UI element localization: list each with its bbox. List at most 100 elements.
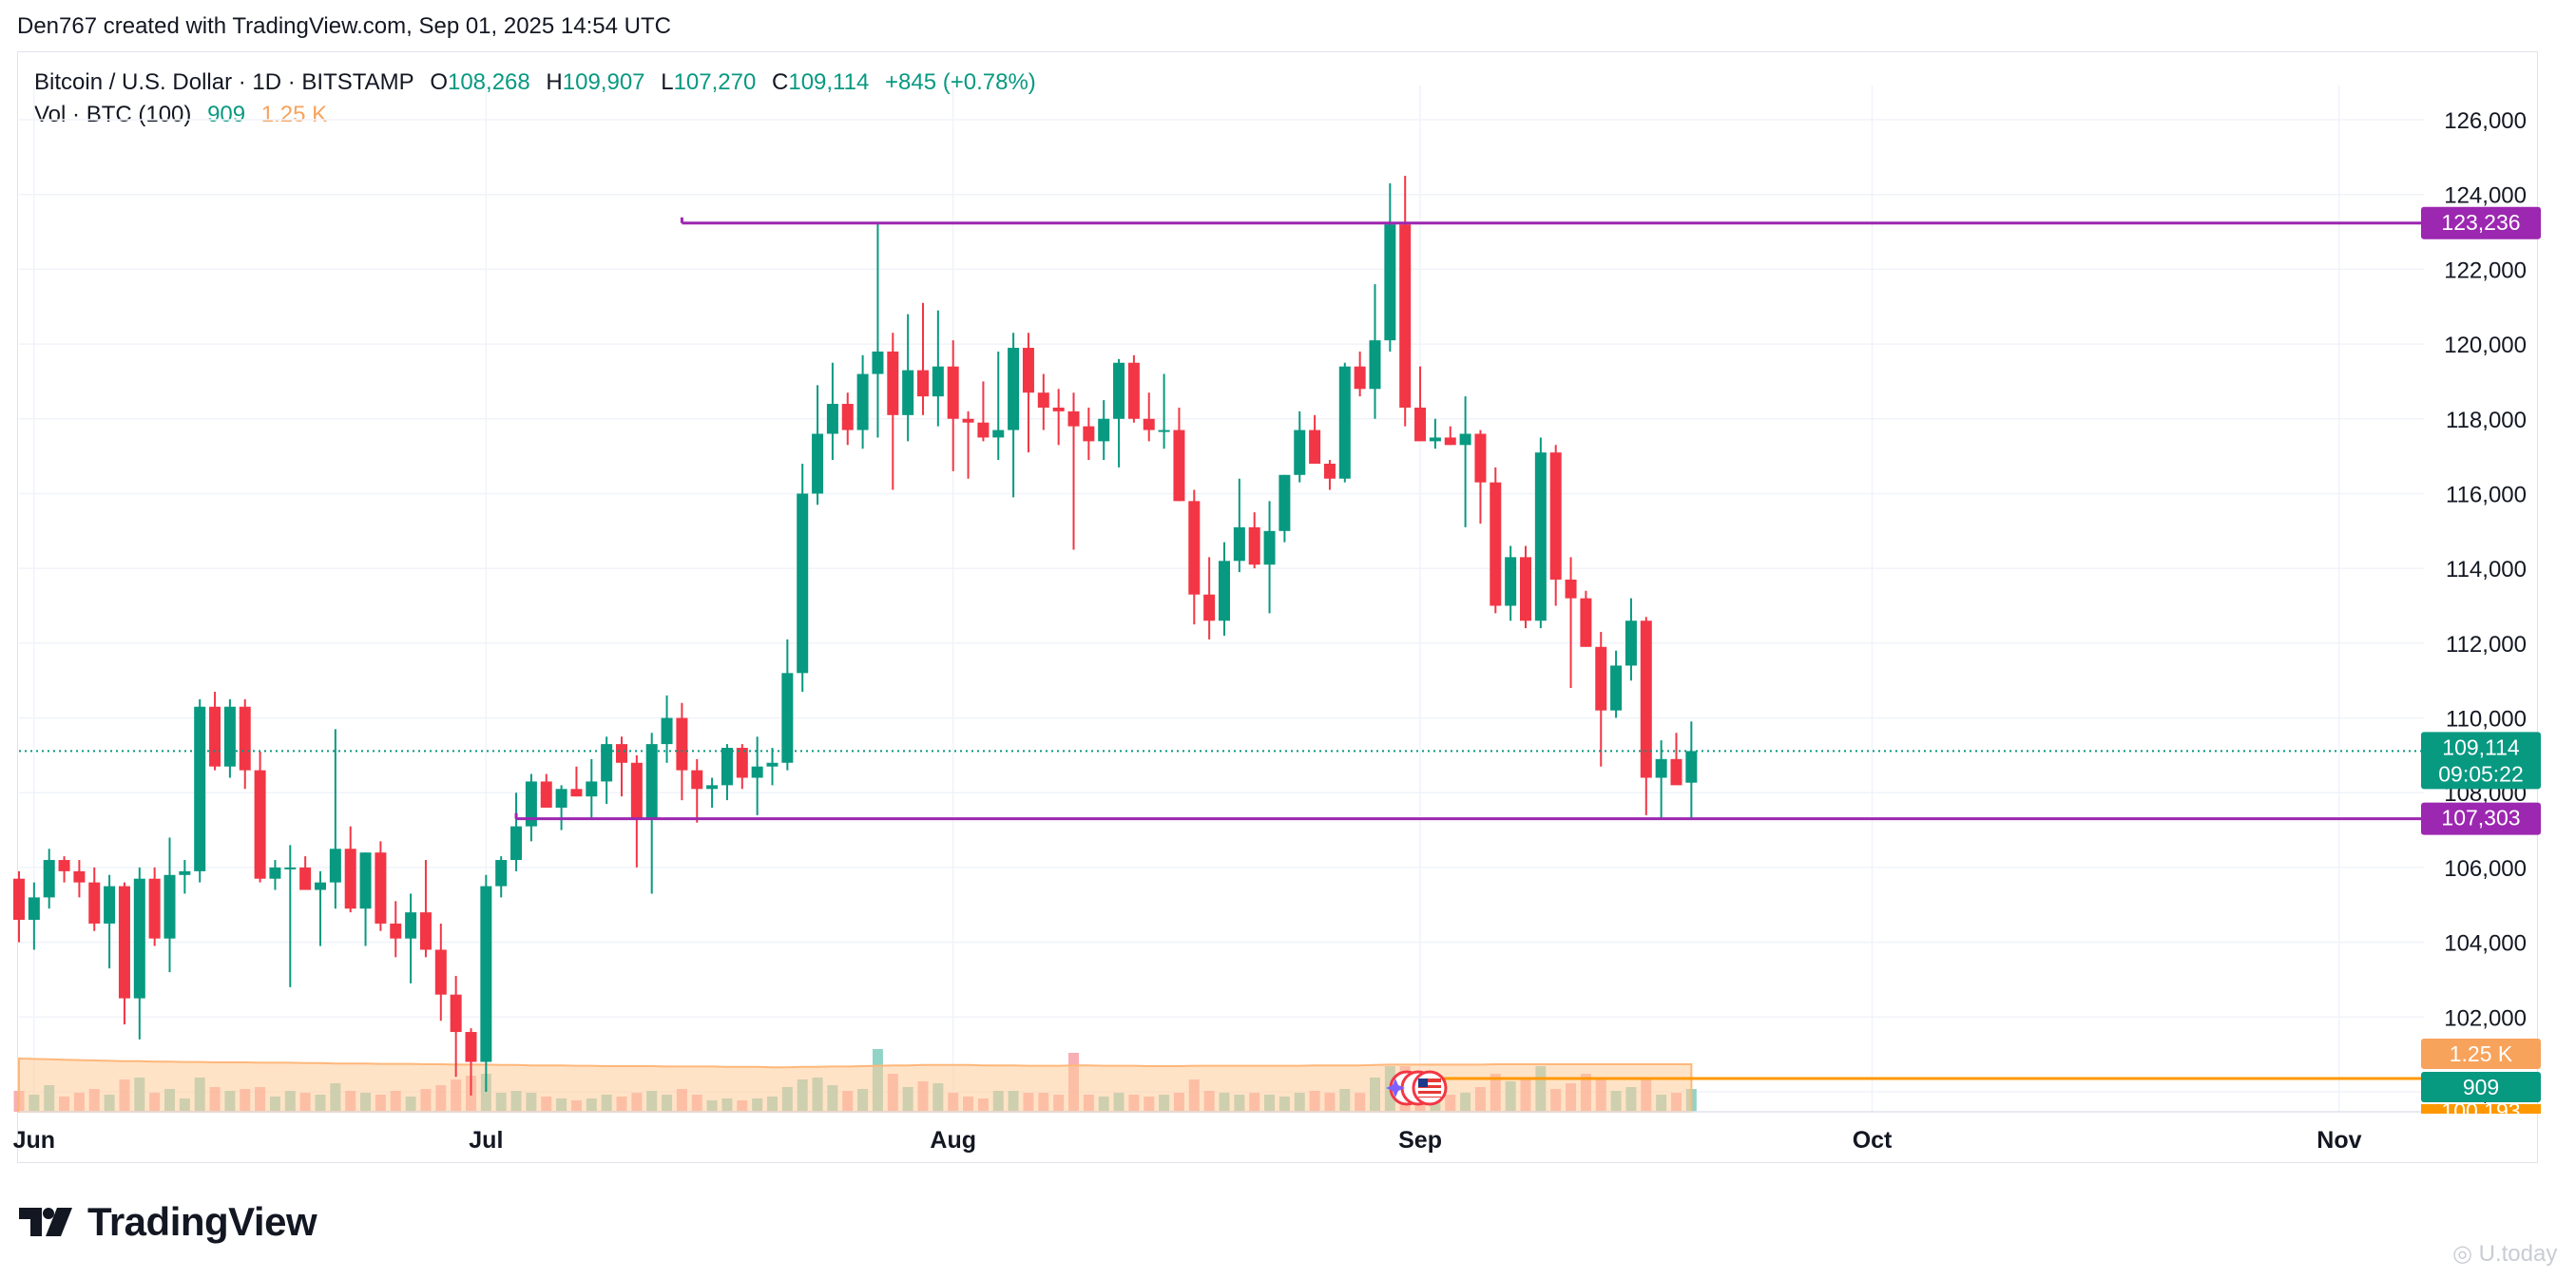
candle [58, 860, 70, 871]
candle [1459, 433, 1471, 446]
candle [1263, 530, 1276, 565]
candle [1505, 557, 1517, 606]
candle [28, 897, 40, 921]
candle [555, 789, 567, 808]
candle [1610, 665, 1623, 711]
candle [344, 849, 356, 909]
candle [797, 493, 809, 674]
y-tick-label: 122,000 [2444, 258, 2527, 283]
tradingview-logo-text: TradingView [87, 1199, 317, 1244]
candle [962, 418, 974, 423]
candle [1354, 366, 1366, 390]
candle [1203, 594, 1216, 621]
x-tick-label: Sep [1398, 1127, 1442, 1154]
candle [1294, 430, 1306, 475]
candle [917, 370, 929, 397]
candle [1248, 526, 1260, 565]
candle [1219, 561, 1230, 621]
candle [329, 849, 341, 883]
candle [1384, 224, 1396, 341]
cut-off-badge-box [2421, 1104, 2541, 1114]
x-tick-label: Nov [2316, 1127, 2361, 1154]
y-tick-label: 124,000 [2444, 183, 2527, 209]
candle [872, 351, 884, 374]
watermark-icon: ◎ [2452, 1241, 2472, 1267]
candle [315, 882, 326, 890]
candle [1429, 437, 1441, 442]
tradingview-logo[interactable]: TradingView [19, 1199, 317, 1245]
x-tick-label: Jun [13, 1127, 55, 1154]
y-tick-label: 102,000 [2444, 1005, 2527, 1031]
candle [661, 717, 673, 745]
candle [992, 430, 1005, 438]
candle [826, 404, 838, 434]
candle [223, 706, 236, 767]
legend-vol-value: 909 [207, 102, 246, 127]
y-tick-label: 120,000 [2444, 333, 2527, 358]
candle [450, 994, 462, 1033]
candle [480, 886, 492, 1062]
candle [1098, 418, 1110, 442]
candles [13, 176, 1698, 1096]
level-price-badge-box [2421, 802, 2541, 835]
candle [932, 366, 944, 397]
candle [812, 433, 824, 494]
candle [1052, 407, 1065, 411]
candle [1278, 474, 1291, 531]
candle [645, 744, 658, 819]
legend-volume-row: Vol · BTC (100) 909 1.25 K [34, 99, 1046, 131]
candle [1008, 348, 1020, 430]
candle [525, 781, 537, 827]
tradingview-logo-icon [19, 1208, 72, 1236]
time-axis[interactable]: Jun Jul Aug Sep Oct Nov [13, 1111, 2424, 1154]
last-price-badge-text: 09:05:22 [2438, 761, 2524, 786]
level-price-badge: 123,236 [2421, 206, 2541, 239]
vol-ma-badge-text: 1.25 K [2450, 1041, 2513, 1066]
legend-change: +845 (+0.78%) [885, 69, 1036, 95]
candle [118, 886, 130, 999]
candle [1158, 430, 1170, 432]
watermark: ◎ U.today [2452, 1241, 2558, 1267]
sparkle-icon[interactable] [1386, 1079, 1405, 1098]
candle [1624, 620, 1637, 666]
vol-badge-text: 909 [2463, 1075, 2499, 1099]
candle [1640, 620, 1652, 778]
candle [721, 748, 733, 786]
candle [239, 706, 251, 771]
candle [751, 766, 763, 778]
candle [887, 351, 899, 415]
candle [148, 878, 161, 939]
y-tick-label: 116,000 [2446, 482, 2527, 507]
candle [73, 870, 86, 883]
candle [1490, 482, 1502, 606]
candle [405, 912, 417, 939]
candle [1534, 452, 1547, 621]
candle [284, 867, 297, 869]
candle [390, 923, 402, 939]
price-axis[interactable]: 126,000 124,000 122,000 120,000 118,000 116,0… [2444, 108, 2527, 1106]
legend-ohlc-row: Bitcoin / U.S. Dollar · 1D · BITSTAMP O1… [34, 67, 1046, 99]
chart-legend: Bitcoin / U.S. Dollar · 1D · BITSTAMP O1… [34, 67, 1046, 131]
candle [1655, 758, 1667, 778]
event-flags[interactable] [1386, 1070, 1448, 1106]
candle [691, 770, 703, 790]
candle [1520, 557, 1531, 621]
candle [1022, 348, 1034, 393]
candle [947, 366, 959, 419]
candle [766, 762, 779, 767]
legend-low: L107,270 [661, 69, 757, 95]
candle [586, 781, 598, 797]
cut-off-badge-text: 100,193 [2441, 1098, 2520, 1123]
candle [1309, 430, 1321, 464]
candle [1685, 751, 1698, 783]
candle [43, 860, 55, 898]
candle [570, 789, 583, 797]
candle [1323, 463, 1336, 479]
candle [434, 949, 447, 995]
y-tick-label: 114,000 [2446, 557, 2527, 582]
candle [1670, 758, 1682, 786]
candle [495, 860, 508, 887]
candle [1580, 598, 1592, 647]
candle [1188, 501, 1201, 595]
